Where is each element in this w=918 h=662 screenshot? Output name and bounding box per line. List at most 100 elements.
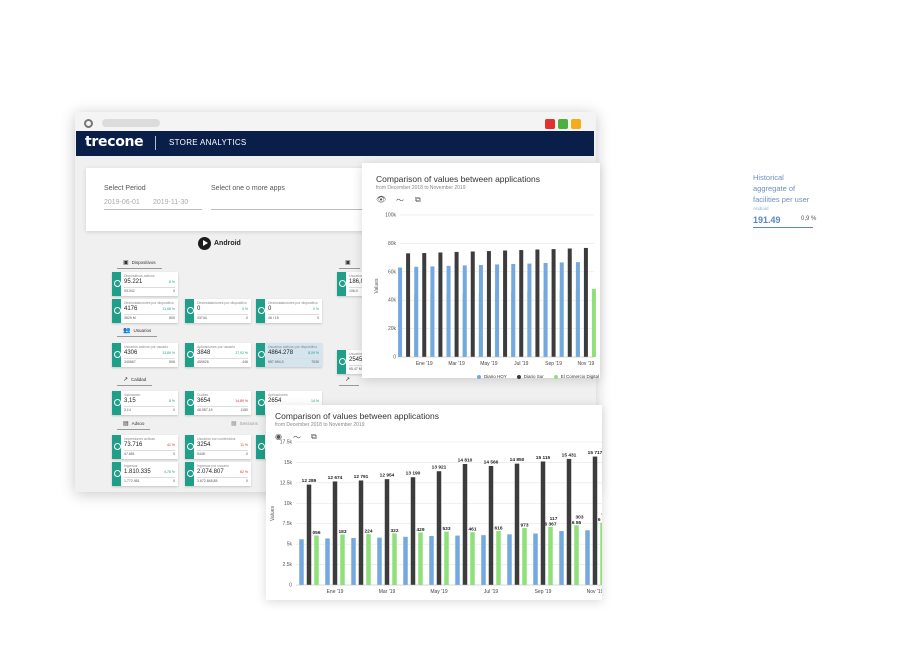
section-calidad[interactable]: ↗ Calidad	[117, 374, 153, 386]
section-usuarios[interactable]: 👥 Usuarios	[117, 325, 158, 337]
trend-line-icon[interactable]: 〜	[396, 196, 404, 205]
brand-logo[interactable]: trecone	[85, 134, 144, 150]
filter-panel: Select Period 2019-06-01 2019-11-30 Sele…	[86, 168, 386, 231]
kpi-card[interactable]: Cuotas 3654 14,89 % 46.987,15 1180	[185, 391, 251, 415]
data-label: 6 55	[572, 520, 582, 526]
kpi-value: 3254	[197, 442, 211, 448]
kpi-percent: 14,89 %	[235, 399, 248, 403]
kpi-value: 0	[268, 306, 272, 312]
trend-line-icon[interactable]: 〜	[293, 433, 301, 442]
kpi-secondary-right: 446	[242, 360, 248, 364]
address-bar[interactable]	[102, 119, 160, 127]
y-axis-label: Values	[270, 506, 276, 521]
legend-item-sur[interactable]: Diario Sur	[516, 374, 544, 379]
browser-menu-icon[interactable]	[84, 119, 93, 128]
kpi-value: 3848	[197, 350, 211, 356]
kpi-card[interactable]: Usuarios activos por dispositivo 4864.278…	[256, 343, 322, 367]
bar	[522, 528, 527, 585]
data-label: 117	[550, 516, 558, 522]
bar	[314, 535, 319, 585]
data-label: 6 367	[544, 521, 556, 527]
kpi-percent: 11 %	[240, 443, 248, 447]
bar	[470, 251, 475, 357]
bar	[481, 535, 486, 585]
historical-aggregate-widget: Historical aggregate of facilities per u…	[753, 172, 817, 228]
data-label: 15 115	[536, 455, 551, 461]
kpi-card[interactable]: Dispositivos activos 95.221 8 % 93.042 0	[112, 272, 178, 296]
minimize-window-icon[interactable]	[571, 119, 581, 129]
period-end-input[interactable]: 2019-11-30	[153, 199, 189, 206]
kpi-secondary-right: 7030	[311, 360, 319, 364]
bar	[585, 530, 590, 585]
kpi-secondary: 33744	[197, 316, 207, 320]
y-tick-label: 12.5k	[280, 480, 293, 486]
bar	[406, 253, 411, 357]
kpi-secondary: 3,14	[124, 408, 131, 412]
period-start-input[interactable]: 2019-06-01	[104, 199, 140, 206]
kpi-card[interactable]: Impresiones activas 73.716 41 % 47.681 0	[112, 435, 178, 459]
kpi-info-icon	[256, 343, 265, 367]
kpi-info-icon	[337, 350, 346, 374]
kpi-percent: 13,89 %	[162, 351, 175, 355]
eye-off-icon[interactable]: ◉	[275, 432, 282, 441]
legend-item-comercio[interactable]: El Comercio Digital	[553, 374, 600, 379]
kpi-info-icon	[112, 435, 121, 459]
y-tick-label: 20k	[388, 326, 397, 332]
bar	[377, 537, 382, 585]
open-external-icon[interactable]: ⧉	[415, 195, 421, 204]
kpi-card[interactable]: Aplicaciones por usuario 3848 17,92 % 45952…	[185, 343, 251, 367]
eye-icon[interactable]: 👁	[376, 195, 387, 204]
close-window-icon[interactable]	[545, 119, 555, 129]
y-tick-label: 2.5k	[283, 562, 293, 568]
section-label: Adsoo	[131, 421, 145, 426]
x-tick-label: Sep '19	[545, 361, 562, 367]
kpi-value: 4176	[124, 306, 138, 312]
bar	[340, 534, 345, 585]
kpi-value: 2545	[349, 357, 363, 363]
section-label: Usuarios	[133, 328, 152, 333]
section-sessions[interactable]: ▦ Sessions	[225, 418, 264, 430]
legend-label: El Comercio Digital	[560, 374, 600, 379]
kpi-percent: 8,09 %	[308, 351, 319, 355]
platform-name: Android	[214, 240, 241, 247]
data-label: 631	[601, 512, 602, 518]
y-tick-label: 7.5k	[283, 521, 293, 527]
historical-value: 191.49	[753, 215, 781, 225]
data-label: 056	[312, 530, 320, 536]
kpi-card[interactable]: Ingresos por usuario 2.074.807 62 % 3.672.8…	[185, 462, 251, 486]
bar	[422, 253, 427, 357]
kpi-secondary-right: 506	[169, 360, 175, 364]
kpi-card[interactable]: Desinstalaciones por dispositivo 0 0 % 3374…	[185, 299, 251, 323]
bar	[496, 530, 501, 585]
kpi-title: Impresiones activas	[124, 437, 155, 441]
chart-legend: Diario HOY Diario Sur El Comercio Digita…	[477, 374, 599, 379]
y-tick-label: 40k	[388, 298, 397, 304]
bar	[418, 532, 423, 585]
section-dispositivos-2[interactable]: ▣	[339, 257, 360, 269]
x-tick-label: Ene '19	[327, 589, 344, 595]
section-ads[interactable]: ▤ Adsoo	[117, 418, 151, 430]
kpi-divider	[124, 358, 175, 359]
kpi-secondary-right: 0	[173, 408, 175, 412]
kpi-card[interactable]: Valoración 3,15 8 % 3,14 0	[112, 391, 178, 415]
kpi-divider	[124, 450, 175, 451]
apps-select-label[interactable]: Select one o more apps	[211, 185, 285, 192]
kpi-percent: 8 %	[168, 280, 175, 284]
legend-item-hoy[interactable]: Diario HOY	[477, 374, 507, 379]
y-axis-label: Values	[374, 278, 380, 293]
kpi-card[interactable]: Usuarios con contenidos 3254 11 % 5448 0	[185, 435, 251, 459]
section-calidad-2[interactable]: ↗	[339, 374, 360, 386]
y-tick-label: 15k	[284, 460, 293, 466]
bar	[446, 265, 451, 357]
kpi-percent: 4,78 %	[164, 470, 175, 474]
section-dispositivos[interactable]: ▣ Dispositivos	[117, 257, 162, 269]
kpi-card[interactable]: Desinstalaciones por dispositivo 0 0 % 46 /…	[256, 299, 322, 323]
bar	[566, 458, 572, 585]
maximize-window-icon[interactable]	[558, 119, 568, 129]
bar	[511, 263, 516, 357]
open-external-icon[interactable]: ⧉	[311, 432, 317, 441]
kpi-card[interactable]: Ingresos 1.810.335 4,78 % 1.772.981 0	[112, 462, 178, 486]
kpi-card[interactable]: Desinstalaciones por dispositivo 4176 11,6…	[112, 299, 178, 323]
kpi-info-icon	[185, 462, 194, 486]
kpi-card[interactable]: Usuarios activos por usuario 4306 13,89 % 3…	[112, 343, 178, 367]
